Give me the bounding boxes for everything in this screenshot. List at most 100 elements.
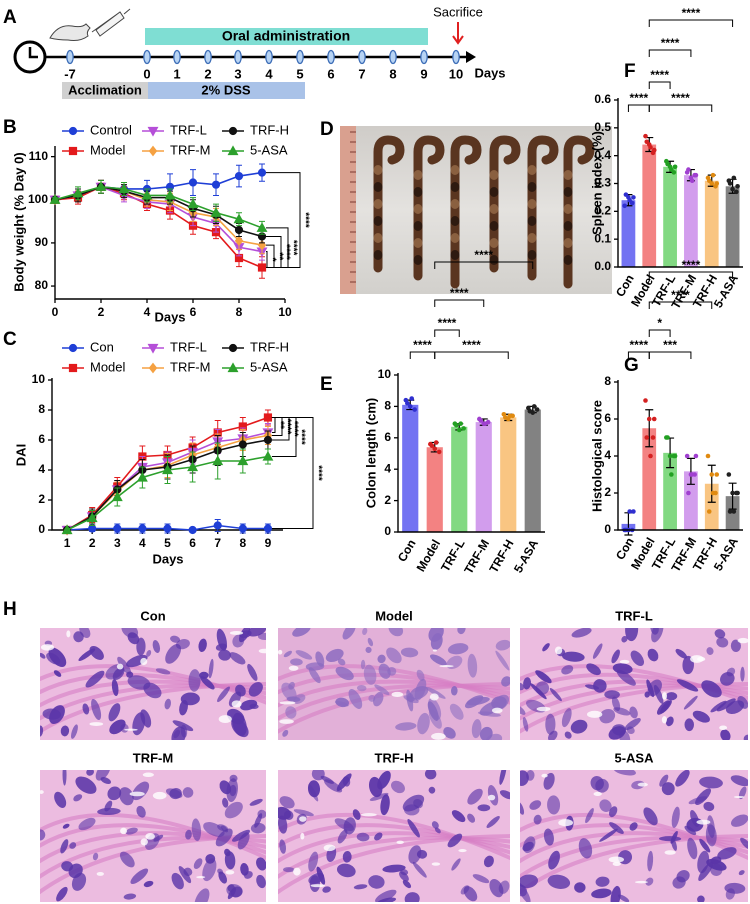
series-line xyxy=(54,185,263,269)
colon-spot xyxy=(489,204,499,214)
lumen xyxy=(719,725,728,731)
x-tick-label: TRF-M xyxy=(461,537,492,576)
lumen xyxy=(458,849,467,853)
crypt xyxy=(61,861,74,872)
crypt xyxy=(92,852,99,861)
crypt xyxy=(526,770,535,781)
crypt xyxy=(428,786,436,794)
x-tick-label: 9 xyxy=(265,536,272,550)
error-bar xyxy=(728,482,737,510)
legend-marker xyxy=(147,126,159,137)
crypt xyxy=(222,797,229,808)
timeline-node xyxy=(452,49,460,65)
crypt xyxy=(295,650,313,660)
crypt xyxy=(247,663,258,681)
crypt xyxy=(336,863,356,878)
lumen xyxy=(96,871,104,876)
significance-label: **** xyxy=(661,36,680,50)
timeline-tick-label: 0 xyxy=(143,66,150,81)
colon-spot xyxy=(413,204,423,214)
colon-spot xyxy=(373,216,383,226)
colon-spot xyxy=(373,182,383,192)
crypt xyxy=(309,875,321,893)
data-point xyxy=(405,400,410,406)
lumen xyxy=(293,867,301,876)
crypt xyxy=(143,880,154,888)
timeline-node xyxy=(327,49,335,65)
y-tick-label: 2 xyxy=(604,485,611,499)
crypt xyxy=(238,628,251,643)
marker xyxy=(162,464,173,475)
data-point xyxy=(631,195,636,200)
crypt xyxy=(591,888,612,899)
significance-label: **** xyxy=(288,421,299,437)
y-tick-label: 8 xyxy=(604,374,611,388)
significance-label: ** xyxy=(274,421,285,429)
crypt xyxy=(308,667,321,684)
y-tick-label: 0.4 xyxy=(594,148,611,162)
crypt xyxy=(54,791,67,808)
marker xyxy=(233,213,245,224)
x-tick-label: 6 xyxy=(190,305,197,319)
colon-spot xyxy=(527,250,537,260)
significance-bracket xyxy=(627,104,650,112)
crypt xyxy=(229,774,238,782)
crypt xyxy=(382,864,406,873)
crypt xyxy=(443,727,456,739)
colon-spot xyxy=(489,187,499,197)
crypt xyxy=(676,679,699,692)
colon-spot xyxy=(450,250,460,260)
significance-bracket xyxy=(434,329,460,337)
histology-image xyxy=(278,770,510,902)
crypt xyxy=(409,686,429,700)
histology-image xyxy=(40,770,266,902)
crypt xyxy=(520,770,529,786)
x-tick-label: 8 xyxy=(239,536,246,550)
crypt xyxy=(595,876,610,887)
crypt xyxy=(40,829,46,841)
timeline-node xyxy=(173,49,181,65)
histology-title: Con xyxy=(140,608,165,623)
axis xyxy=(617,98,743,268)
crypt xyxy=(549,687,562,702)
crypt xyxy=(200,676,215,690)
y-tick-label: 8 xyxy=(384,399,391,413)
significance-label: **** xyxy=(629,338,648,352)
crypt xyxy=(165,644,182,664)
lumen xyxy=(142,772,154,778)
crypt xyxy=(193,858,203,869)
colon-spot xyxy=(527,182,537,192)
histology-image xyxy=(520,770,748,902)
crypt xyxy=(467,788,483,805)
marker xyxy=(234,171,244,181)
lumen xyxy=(612,861,621,867)
crypt xyxy=(248,682,263,697)
colon-spot xyxy=(489,238,499,248)
data-point xyxy=(730,186,735,192)
crypt xyxy=(522,717,529,732)
histology-title: TRF-M xyxy=(133,750,173,765)
significance-label: **** xyxy=(299,212,310,228)
significance-bracket xyxy=(434,351,509,359)
timeline-tick-label: 3 xyxy=(234,66,241,81)
lumen xyxy=(40,644,55,651)
significance-bracket xyxy=(266,227,289,269)
crypt xyxy=(117,656,132,675)
clock-hands xyxy=(28,47,38,59)
data-point xyxy=(706,509,712,514)
timeline-tick-label: 9 xyxy=(420,66,427,81)
significance-bracket xyxy=(648,351,692,359)
crypt xyxy=(499,770,507,785)
treatment-bar xyxy=(145,28,428,45)
data-point xyxy=(665,435,670,440)
crypt xyxy=(199,671,209,679)
marker xyxy=(234,225,244,235)
event-arrow xyxy=(452,22,464,45)
panel-label: H xyxy=(3,599,17,620)
crypt xyxy=(460,885,470,895)
crypt xyxy=(152,640,161,654)
crypt xyxy=(377,897,397,902)
timeline-tick-label: 5 xyxy=(296,66,303,81)
crypt xyxy=(172,720,194,732)
marker xyxy=(113,524,122,533)
